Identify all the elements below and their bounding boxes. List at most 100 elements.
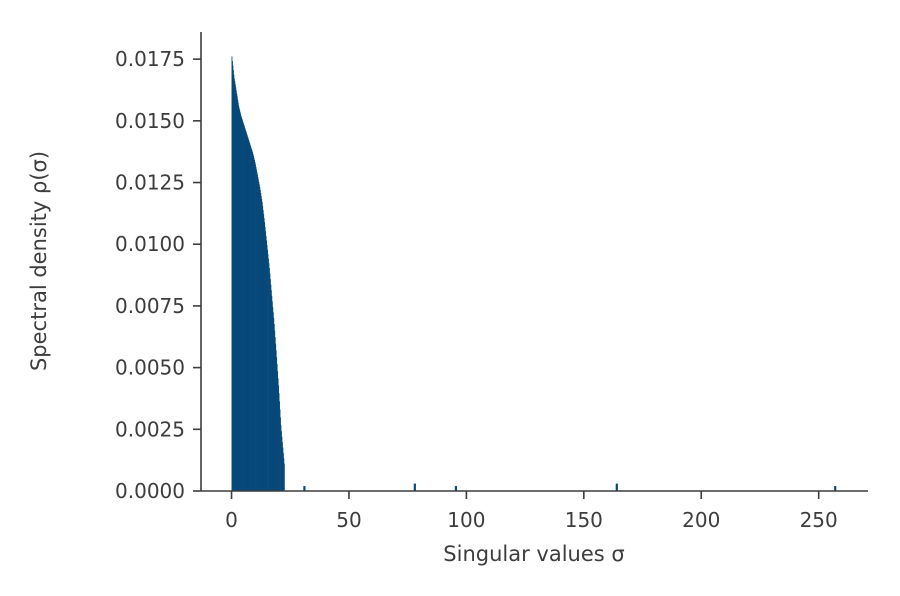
y-tick-label: 0.0075 [115, 294, 185, 318]
x-axis-label: Singular values σ [443, 542, 624, 566]
outlier-bars [303, 483, 837, 491]
histogram-bar [252, 152, 254, 491]
y-axis-label: Spectral density ρ(σ) [27, 151, 51, 371]
histogram-bar [251, 150, 253, 492]
histogram-bar [231, 56, 233, 492]
histogram-bar [277, 378, 279, 491]
histogram-bar [257, 179, 259, 491]
histogram-bar [248, 141, 250, 491]
histogram-bar [240, 113, 242, 491]
histogram-bar [250, 146, 252, 491]
y-tick-label: 0.0025 [115, 417, 185, 441]
histogram-bar [249, 143, 251, 492]
histogram-bar [283, 463, 285, 491]
histogram-bar [246, 135, 248, 491]
histogram-bar [281, 431, 282, 491]
histogram-bar [232, 61, 233, 491]
histogram-bar [278, 385, 280, 491]
histogram-bar [268, 263, 270, 491]
outlier-bar [303, 486, 306, 491]
histogram-bar [271, 301, 273, 491]
histogram-bar [241, 118, 243, 492]
histogram-bar [258, 181, 260, 491]
histogram-bar [243, 123, 244, 492]
x-tick-label: 200 [682, 508, 720, 532]
histogram-bar [258, 184, 260, 492]
histogram-bar [274, 330, 276, 491]
histogram-bar [275, 343, 277, 491]
histogram-bar [264, 222, 266, 492]
histogram-bar [251, 149, 253, 492]
histogram-bar [232, 70, 234, 491]
histogram-bar [244, 129, 246, 492]
histogram-bar [249, 144, 251, 491]
histogram-bar [233, 78, 235, 491]
histogram-bar [259, 189, 261, 491]
histogram-bar [282, 447, 284, 491]
histogram-bar [283, 458, 285, 491]
histogram-bar [236, 93, 238, 492]
histogram-bar [245, 130, 247, 491]
histogram-bar [265, 235, 267, 491]
y-axis-ticks: 0.0000 0.0025 0.0050 0.0075 0.0100 0.0125 0.01… [115, 47, 201, 503]
x-tick-label: 250 [800, 508, 838, 532]
histogram-bar [235, 90, 237, 492]
histogram-bar [280, 425, 282, 491]
histogram-bar [250, 147, 252, 491]
histogram-bar [252, 153, 254, 491]
histogram-bar [257, 176, 259, 492]
histogram-bar [279, 409, 281, 491]
histogram-bar [279, 401, 280, 491]
x-tick-label: 150 [565, 508, 603, 532]
histogram-bar [242, 120, 243, 491]
histogram-bar [237, 99, 239, 491]
x-tick-label: 100 [447, 508, 485, 532]
outlier-bar [834, 486, 837, 491]
histogram-bar [267, 254, 269, 491]
histogram-bar [247, 137, 249, 492]
histogram-bar [269, 267, 270, 491]
histogram-bar [272, 306, 274, 491]
histogram-bar [255, 166, 257, 491]
histogram-bar [259, 187, 261, 491]
y-tick-label: 0.0175 [115, 47, 185, 71]
histogram-bar [262, 206, 264, 491]
histogram-bar [275, 350, 277, 491]
histogram-bar [280, 417, 281, 491]
histogram-bar [234, 81, 236, 491]
histogram-bar [262, 210, 264, 491]
histogram-bar [254, 159, 255, 491]
histogram-bar [260, 193, 262, 492]
histogram-bar [281, 436, 283, 491]
histogram-bar [253, 157, 255, 491]
histogram-bar [240, 115, 242, 492]
histogram-bar [272, 312, 274, 491]
histogram-bar [239, 109, 241, 491]
outlier-bar [615, 483, 618, 491]
histogram-bar [281, 442, 283, 491]
histogram-bar [256, 171, 258, 491]
histogram-bar [263, 214, 265, 491]
histogram-bar [239, 111, 241, 491]
histogram-bar [269, 279, 271, 491]
histogram-bar [248, 140, 250, 491]
x-tick-label: 50 [336, 508, 361, 532]
x-tick-label: 0 [225, 508, 238, 532]
histogram-bar [264, 226, 266, 491]
histogram-bar [234, 84, 236, 492]
histogram-bar [244, 126, 245, 491]
y-tick-label: 0.0000 [115, 479, 185, 503]
x-axis-ticks: 0 50 100 150 200 250 [225, 491, 838, 532]
histogram-bar [244, 127, 246, 491]
histogram-bar [276, 357, 278, 491]
histogram-bar [282, 452, 284, 491]
y-tick-label: 0.0125 [115, 171, 185, 195]
histogram-bar [268, 258, 269, 491]
histogram-bar [270, 290, 272, 491]
histogram-bar [243, 124, 245, 491]
histogram-bar [267, 249, 268, 491]
histogram-bar [261, 199, 263, 492]
histogram-bar [274, 337, 276, 491]
histogram-bar [269, 273, 271, 491]
